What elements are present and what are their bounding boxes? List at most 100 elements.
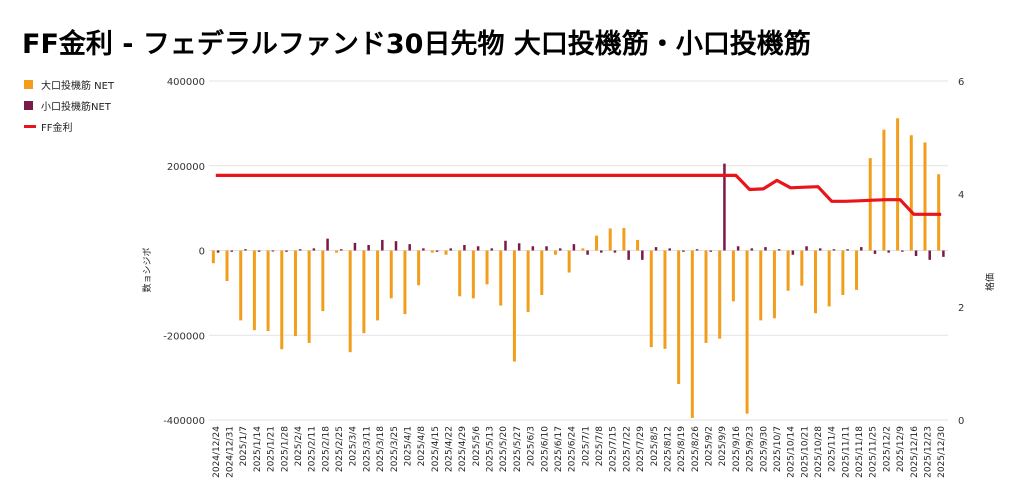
bar-small-speculators	[586, 250, 589, 255]
y-tick-label: 0	[199, 247, 205, 258]
bar-small-speculators	[230, 250, 234, 252]
grid-lines	[209, 80, 948, 421]
bar-small-speculators	[832, 249, 836, 251]
bar-large-speculators	[677, 250, 681, 384]
x-tick-label: 2025/4/29	[458, 426, 468, 472]
x-tick-label: 2025/5/13	[486, 426, 496, 472]
bar-large-speculators	[827, 250, 831, 307]
x-tick-label: 2025/5/6	[472, 426, 482, 467]
x-tick-label: 2025/9/16	[732, 426, 742, 472]
legend-label-large-speculators: 大口投機筋 NET	[41, 81, 115, 92]
x-tick-label: 2025/4/15	[431, 426, 441, 472]
x-tick-label: 2025/12/30	[937, 426, 947, 478]
bar-large-speculators	[622, 228, 626, 251]
x-tick-label: 2025/4/1	[403, 426, 413, 466]
x-tick-label: 2025/7/15	[609, 426, 619, 472]
bar-small-speculators	[449, 248, 452, 251]
bar-small-speculators	[887, 250, 890, 253]
y-axis-left: 400000 200000 0 -200000 -400000	[163, 77, 205, 427]
y-axis-right-label: 格価	[984, 273, 996, 291]
bar-large-speculators	[813, 250, 817, 314]
x-tick-label: 2025/2/4	[294, 426, 304, 467]
bar-large-speculators	[882, 129, 886, 251]
bar-large-speculators	[211, 250, 215, 264]
bar-large-speculators	[800, 250, 804, 286]
bar-small-speculators	[723, 163, 726, 251]
x-tick-label: 2025/10/28	[814, 426, 824, 478]
x-tick-label: 2025/1/21	[267, 426, 277, 472]
x-tick-label: 2025/1/14	[253, 426, 263, 472]
bar-large-speculators	[458, 250, 462, 297]
bar-small-speculators	[750, 248, 754, 251]
bar-small-speculators	[641, 250, 644, 260]
x-tick-label: 2025/9/9	[718, 426, 728, 467]
bar-large-speculators	[581, 248, 585, 251]
x-tick-label: 2025/4/22	[445, 426, 455, 472]
bar-small-speculators	[271, 250, 275, 252]
bar-small-speculators	[736, 246, 740, 251]
bar-large-speculators	[239, 250, 243, 321]
bar-small-speculators	[340, 249, 343, 251]
bar-small-speculators	[654, 247, 658, 251]
bar-large-speculators	[855, 250, 859, 290]
bar-small-speculators	[244, 249, 247, 251]
bar-large-speculators	[745, 250, 749, 414]
y-tick-label: -200000	[163, 331, 205, 342]
bar-small-speculators	[216, 250, 220, 253]
bar-small-speculators	[422, 248, 425, 251]
x-tick-label: 2025/9/30	[759, 426, 769, 472]
bar-large-speculators	[896, 118, 900, 251]
bar-small-speculators	[914, 250, 918, 257]
legend-swatch-small-speculators	[24, 101, 33, 110]
bar-small-speculators	[298, 249, 302, 251]
x-tick-label: 2025/5/27	[513, 426, 523, 472]
bar-large-speculators	[690, 250, 694, 418]
bar-large-speculators	[937, 174, 941, 251]
bar-small-speculators	[942, 250, 945, 257]
x-tick-label: 2025/10/14	[787, 426, 797, 478]
x-tick-label: 2025/11/18	[855, 426, 865, 478]
x-tick-label: 2025/6/24	[568, 426, 578, 472]
ff-rate-line-layer	[215, 173, 942, 216]
x-tick-label: 2025/10/7	[773, 426, 783, 472]
bar-large-speculators	[417, 250, 421, 286]
x-tick-label: 2025/3/25	[390, 426, 400, 472]
bar-large-speculators	[362, 250, 366, 334]
bar-large-speculators	[499, 250, 503, 306]
x-tick-label: 2025/11/25	[869, 426, 879, 478]
x-tick-label: 2025/12/2	[882, 426, 892, 472]
legend-item-large-speculators: 大口投機筋 NET	[24, 74, 114, 95]
bar-small-speculators	[682, 250, 685, 252]
x-tick-label: 2024/12/31	[226, 426, 236, 478]
x-axis: 2024/12/24 2024/12/31 2025/1/7 2025/1/14 202…	[212, 426, 947, 478]
bar-large-speculators	[636, 239, 640, 251]
bar-small-speculators	[394, 241, 398, 251]
x-tick-label: 2025/3/18	[376, 426, 386, 472]
bar-large-speculators	[868, 158, 872, 251]
bar-large-speculators	[567, 250, 571, 273]
x-tick-label: 2025/12/16	[910, 426, 920, 478]
y2-tick-label: 0	[958, 416, 964, 427]
bar-large-speculators	[376, 250, 380, 321]
bar-small-speculators	[901, 250, 904, 252]
x-tick-label: 2025/10/21	[800, 426, 810, 478]
ff-rate-line	[215, 173, 942, 216]
y2-tick-label: 2	[958, 303, 964, 314]
bars-small-speculators	[216, 163, 945, 260]
bar-large-speculators	[704, 250, 708, 343]
bar-large-speculators	[335, 250, 339, 253]
x-tick-label: 2025/7/1	[581, 426, 591, 466]
x-tick-label: 2025/2/25	[335, 426, 345, 472]
bar-small-speculators	[764, 247, 767, 251]
y-tick-label: 400000	[167, 77, 205, 88]
bar-small-speculators	[326, 238, 329, 251]
bar-small-speculators	[668, 248, 671, 251]
legend-label-ff-rate: FF金利	[41, 123, 73, 134]
bar-small-speculators	[531, 246, 535, 251]
bar-large-speculators	[759, 250, 763, 321]
x-tick-label: 2025/3/11	[362, 426, 372, 472]
x-tick-label: 2025/8/26	[691, 426, 701, 472]
bar-large-speculators	[266, 250, 270, 332]
bar-small-speculators	[353, 242, 357, 251]
x-tick-label: 2025/12/9	[896, 426, 906, 472]
